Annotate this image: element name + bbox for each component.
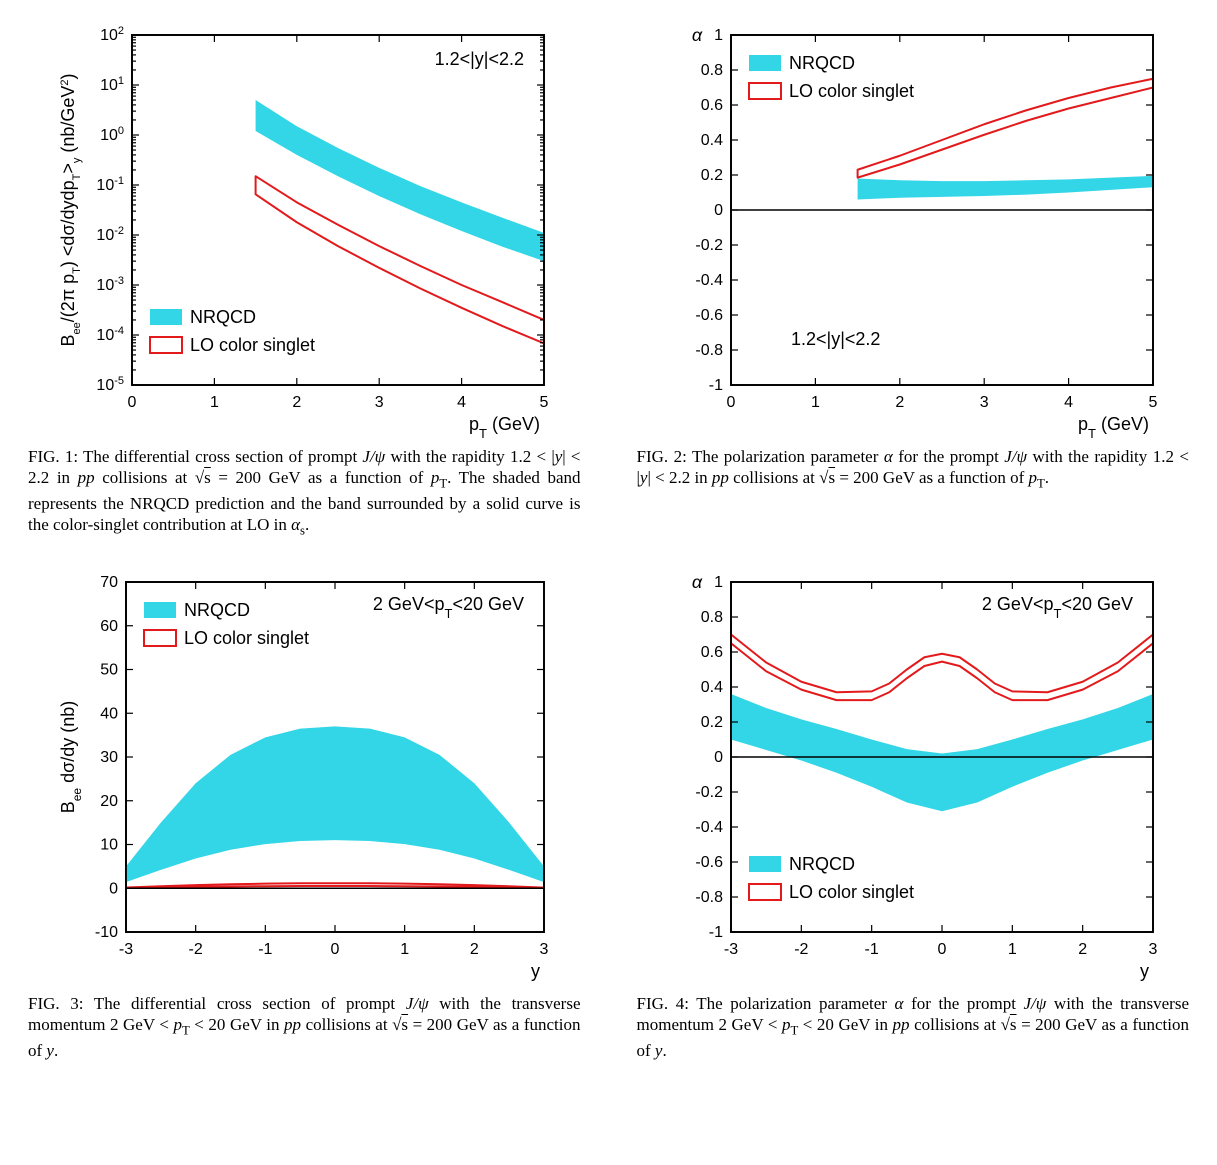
svg-text:0.6: 0.6: [701, 97, 723, 114]
svg-text:2: 2: [895, 394, 904, 411]
svg-text:0.8: 0.8: [701, 609, 723, 626]
svg-text:5: 5: [540, 394, 549, 411]
svg-text:20: 20: [100, 793, 118, 810]
svg-text:-1: -1: [709, 924, 723, 941]
fig4-caption: FIG. 4: The polarization parameter α for…: [637, 993, 1190, 1061]
svg-text:-1: -1: [864, 941, 878, 958]
svg-text:-1: -1: [709, 377, 723, 394]
svg-text:pT (GeV): pT (GeV): [1078, 414, 1149, 440]
fig3-caption: FIG. 3: The differential cross section o…: [28, 993, 581, 1061]
fig2-plot: 0 1 2 3 4 5 -1 -0.8 -0.6 -0.4 -0.2 0 0.2 0.4 0.6 0.8 1 pT…: [653, 20, 1173, 440]
svg-text:NRQCD: NRQCD: [184, 600, 250, 620]
svg-text:-0.8: -0.8: [695, 889, 723, 906]
svg-text:NRQCD: NRQCD: [789, 53, 855, 73]
svg-text:102: 102: [100, 25, 124, 44]
svg-text:0: 0: [109, 880, 118, 897]
svg-text:0: 0: [128, 394, 137, 411]
svg-text:10-1: 10-1: [97, 175, 125, 194]
svg-text:Bee dσ/dy (nb): Bee dσ/dy (nb): [58, 701, 84, 814]
svg-text:pT (GeV): pT (GeV): [469, 414, 540, 440]
fig2-caption: FIG. 2: The polarization parameter α for…: [637, 446, 1190, 493]
svg-text:0.4: 0.4: [701, 132, 723, 149]
svg-text:0.2: 0.2: [701, 167, 723, 184]
svg-text:-0.6: -0.6: [695, 307, 723, 324]
fig3-plot: -3-2-10123-10010203040506070yBee dσ/dy (…: [44, 567, 564, 987]
svg-text:10-2: 10-2: [97, 225, 125, 244]
figure-3: -3-2-10123-10010203040506070yBee dσ/dy (…: [20, 567, 589, 1079]
svg-text:10-4: 10-4: [97, 325, 125, 344]
svg-text:0.6: 0.6: [701, 644, 723, 661]
svg-text:-10: -10: [95, 924, 118, 941]
svg-text:-0.6: -0.6: [695, 854, 723, 871]
svg-text:0: 0: [714, 749, 723, 766]
svg-text:0: 0: [714, 202, 723, 219]
svg-text:50: 50: [100, 662, 118, 679]
svg-text:60: 60: [100, 618, 118, 635]
figure-4: -3 -2 -1 0 1 2 3 -1 -0.8 -0.6 -0.4 -0.2 0 0.2 0.4 0.6 0.…: [629, 567, 1198, 1079]
svg-text:-2: -2: [189, 941, 203, 958]
svg-text:y: y: [1140, 961, 1149, 981]
svg-text:30: 30: [100, 749, 118, 766]
svg-text:α: α: [692, 572, 703, 592]
svg-text:1: 1: [1008, 941, 1017, 958]
svg-text:-0.2: -0.2: [695, 784, 723, 801]
fig1-caption: FIG. 1: The differential cross section o…: [28, 446, 581, 539]
svg-text:0.8: 0.8: [701, 62, 723, 79]
svg-text:40: 40: [100, 705, 118, 722]
svg-text:1.2<|y|<2.2: 1.2<|y|<2.2: [435, 49, 524, 69]
svg-text:3: 3: [979, 394, 988, 411]
svg-text:NRQCD: NRQCD: [190, 307, 256, 327]
svg-text:LO color singlet: LO color singlet: [184, 628, 309, 648]
svg-text:-0.4: -0.4: [695, 819, 723, 836]
svg-text:0: 0: [331, 941, 340, 958]
svg-text:y: y: [531, 961, 540, 981]
svg-text:1: 1: [714, 574, 723, 591]
fig4-plot: -3 -2 -1 0 1 2 3 -1 -0.8 -0.6 -0.4 -0.2 0 0.2 0.4 0.6 0.…: [653, 567, 1173, 987]
svg-text:101: 101: [100, 75, 124, 94]
svg-text:LO color singlet: LO color singlet: [190, 335, 315, 355]
figure-1: 0 1 2 3 4 5 10-5 10-4 10-3 10-2 10-1 100 101 102 pT (G…: [20, 20, 589, 557]
svg-text:0: 0: [726, 394, 735, 411]
svg-text:0.2: 0.2: [701, 714, 723, 731]
svg-text:0.4: 0.4: [701, 679, 723, 696]
fig1-plot: 0 1 2 3 4 5 10-5 10-4 10-3 10-2 10-1 100 101 102 pT (G…: [44, 20, 564, 440]
svg-text:5: 5: [1148, 394, 1157, 411]
svg-text:3: 3: [540, 941, 549, 958]
svg-text:2: 2: [293, 394, 302, 411]
svg-text:10-3: 10-3: [97, 275, 125, 294]
svg-text:3: 3: [375, 394, 384, 411]
svg-text:3: 3: [1148, 941, 1157, 958]
svg-text:LO color singlet: LO color singlet: [789, 882, 914, 902]
svg-text:1.2<|y|<2.2: 1.2<|y|<2.2: [791, 329, 880, 349]
svg-text:70: 70: [100, 574, 118, 591]
svg-text:10-5: 10-5: [97, 375, 125, 394]
svg-text:α: α: [692, 25, 703, 45]
svg-text:-0.2: -0.2: [695, 237, 723, 254]
svg-text:-0.8: -0.8: [695, 342, 723, 359]
svg-text:4: 4: [457, 394, 466, 411]
svg-text:1: 1: [210, 394, 219, 411]
svg-text:10: 10: [100, 837, 118, 854]
svg-text:2: 2: [1078, 941, 1087, 958]
svg-text:-0.4: -0.4: [695, 272, 723, 289]
svg-text:-3: -3: [119, 941, 133, 958]
svg-text:1: 1: [400, 941, 409, 958]
svg-text:-3: -3: [724, 941, 738, 958]
svg-text:2: 2: [470, 941, 479, 958]
svg-text:LO color singlet: LO color singlet: [789, 81, 914, 101]
figure-2: 0 1 2 3 4 5 -1 -0.8 -0.6 -0.4 -0.2 0 0.2 0.4 0.6 0.8 1 pT…: [629, 20, 1198, 557]
svg-text:Bee/(2π pT) <dσ/dydpT>y (nb/G: Bee/(2π pT) <dσ/dydpT>y (nb/GeV2): [58, 73, 83, 346]
svg-text:0: 0: [937, 941, 946, 958]
svg-text:-2: -2: [794, 941, 808, 958]
svg-text:100: 100: [100, 125, 124, 144]
svg-text:NRQCD: NRQCD: [789, 854, 855, 874]
svg-text:1: 1: [714, 27, 723, 44]
svg-text:1: 1: [811, 394, 820, 411]
svg-text:4: 4: [1064, 394, 1073, 411]
svg-text:-1: -1: [258, 941, 272, 958]
